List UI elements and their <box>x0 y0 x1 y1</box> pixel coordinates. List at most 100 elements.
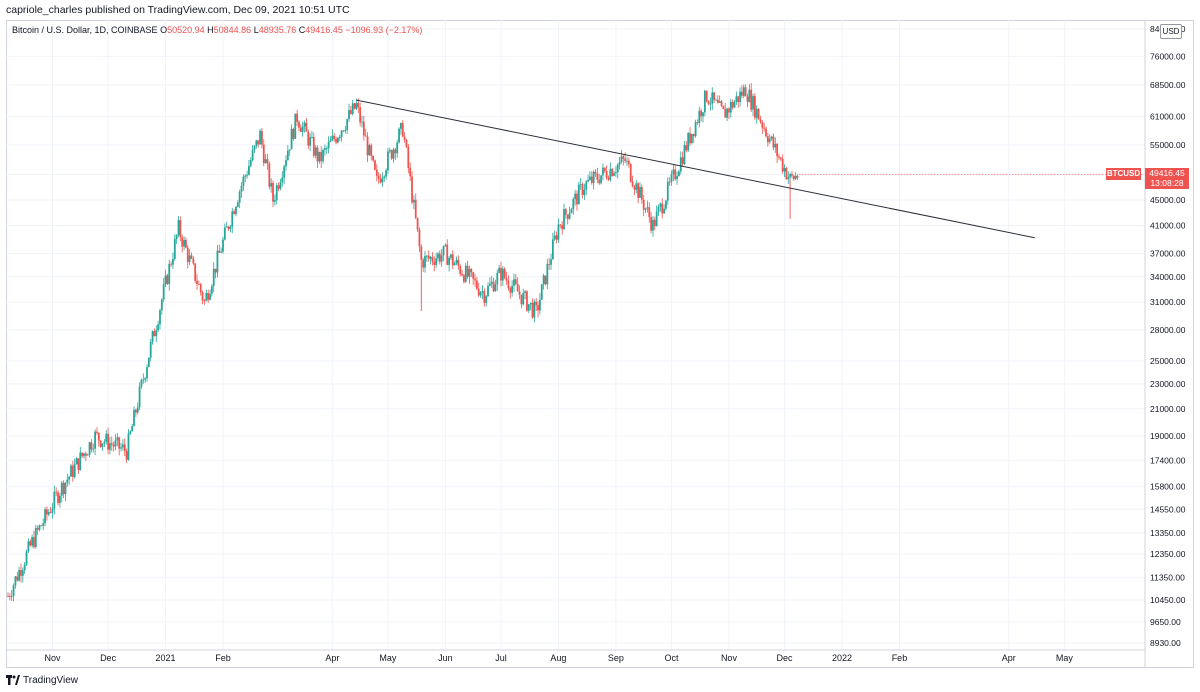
candle-body <box>320 151 323 162</box>
candle-body <box>279 182 282 189</box>
candle-body <box>652 219 654 231</box>
time-tick-label: Nov <box>721 653 738 663</box>
candle-body <box>225 226 228 228</box>
candle-body <box>153 331 156 337</box>
candle-body <box>53 491 56 509</box>
candle-body <box>21 570 24 576</box>
candle-body <box>503 268 506 278</box>
candle-body <box>383 176 386 178</box>
candle-body <box>172 258 174 265</box>
candle-body <box>192 258 195 264</box>
candle-body <box>203 300 206 302</box>
price-tick-label: 23000.00 <box>1150 379 1186 389</box>
candle-body <box>84 453 87 456</box>
candle-body <box>679 157 682 172</box>
open-label: O <box>160 25 168 35</box>
candle-body <box>457 259 460 267</box>
candle-body <box>66 479 69 483</box>
candle-body <box>401 123 404 137</box>
price-tick-label: 15800.00 <box>1150 482 1186 492</box>
candle-body <box>296 113 299 122</box>
candle-body <box>336 137 339 143</box>
candle-body <box>557 224 560 240</box>
candle-body <box>640 186 643 200</box>
candle-body <box>577 184 580 205</box>
candle-body <box>309 137 311 146</box>
candle-body <box>551 239 554 260</box>
close-value: 49416.45 <box>305 25 343 35</box>
candle-body <box>568 213 571 219</box>
candle-body <box>214 268 217 273</box>
candle-body <box>244 175 247 177</box>
candle-body <box>18 570 21 581</box>
high-label: H <box>207 25 214 35</box>
publisher-line: capriole_charles published on TradingVie… <box>6 4 350 16</box>
candle-body <box>57 492 59 503</box>
candle-body <box>262 144 265 164</box>
low-label: L <box>253 25 259 35</box>
candle-body <box>711 92 714 104</box>
candle-body <box>259 130 261 145</box>
candle-body <box>255 140 258 146</box>
candle-body <box>12 585 15 596</box>
candle-body <box>361 121 363 123</box>
candle-body <box>529 302 532 305</box>
candle-body <box>403 136 406 140</box>
candle-body <box>311 136 313 138</box>
candle-body <box>768 138 771 143</box>
time-tick-label: Apr <box>1002 653 1016 663</box>
candle-body <box>527 304 530 311</box>
candle-body <box>118 437 121 449</box>
currency-button[interactable]: USD <box>1160 24 1182 39</box>
candle-body <box>238 191 241 203</box>
candle-body <box>694 122 697 137</box>
price-tick-label: 37000.00 <box>1150 249 1186 259</box>
candle-body <box>387 151 389 171</box>
candle-body <box>92 448 95 450</box>
candle-body <box>120 447 122 449</box>
candle-body <box>140 379 143 387</box>
candle-body <box>720 101 723 106</box>
candle-body <box>398 128 400 143</box>
time-tick-label: Nov <box>44 653 61 663</box>
candle-body <box>60 482 63 496</box>
open-value: 50520.94 <box>167 25 205 35</box>
candle-body <box>648 207 651 218</box>
candle-body <box>766 136 769 143</box>
candle-body <box>589 176 591 180</box>
candle-body <box>281 177 284 183</box>
candle-body <box>659 203 662 207</box>
candle-body <box>235 206 237 214</box>
candle-body <box>170 263 172 265</box>
candle-body <box>273 199 276 202</box>
candle-body <box>672 169 675 175</box>
candle-body <box>522 292 525 305</box>
candle-body <box>220 251 223 253</box>
candle-body <box>94 431 97 449</box>
price-axis: 84000.0076000.0068500.0061000.0055000.00… <box>1150 24 1186 648</box>
footer[interactable]: TradingView <box>6 674 78 688</box>
candle-body <box>286 150 289 161</box>
candle-body <box>112 444 115 447</box>
candle-body <box>362 121 365 136</box>
candle-body <box>537 305 539 311</box>
candle-body <box>183 239 185 247</box>
candle-body <box>25 551 28 565</box>
candle-body <box>58 495 61 503</box>
candle-body <box>763 127 766 129</box>
candle-body <box>507 280 510 289</box>
candle-body <box>10 595 13 597</box>
candle-body <box>294 113 297 139</box>
time-tick-label: May <box>1056 653 1074 663</box>
candle-body <box>299 127 302 132</box>
candle-body <box>574 193 577 200</box>
candle-body <box>162 284 165 300</box>
candle-body <box>392 149 395 159</box>
candle-body <box>418 229 421 247</box>
candle-body <box>249 160 252 166</box>
candle-body <box>461 273 463 276</box>
candle-body <box>729 101 732 113</box>
candle-body <box>718 101 721 103</box>
candle-body <box>86 454 89 456</box>
